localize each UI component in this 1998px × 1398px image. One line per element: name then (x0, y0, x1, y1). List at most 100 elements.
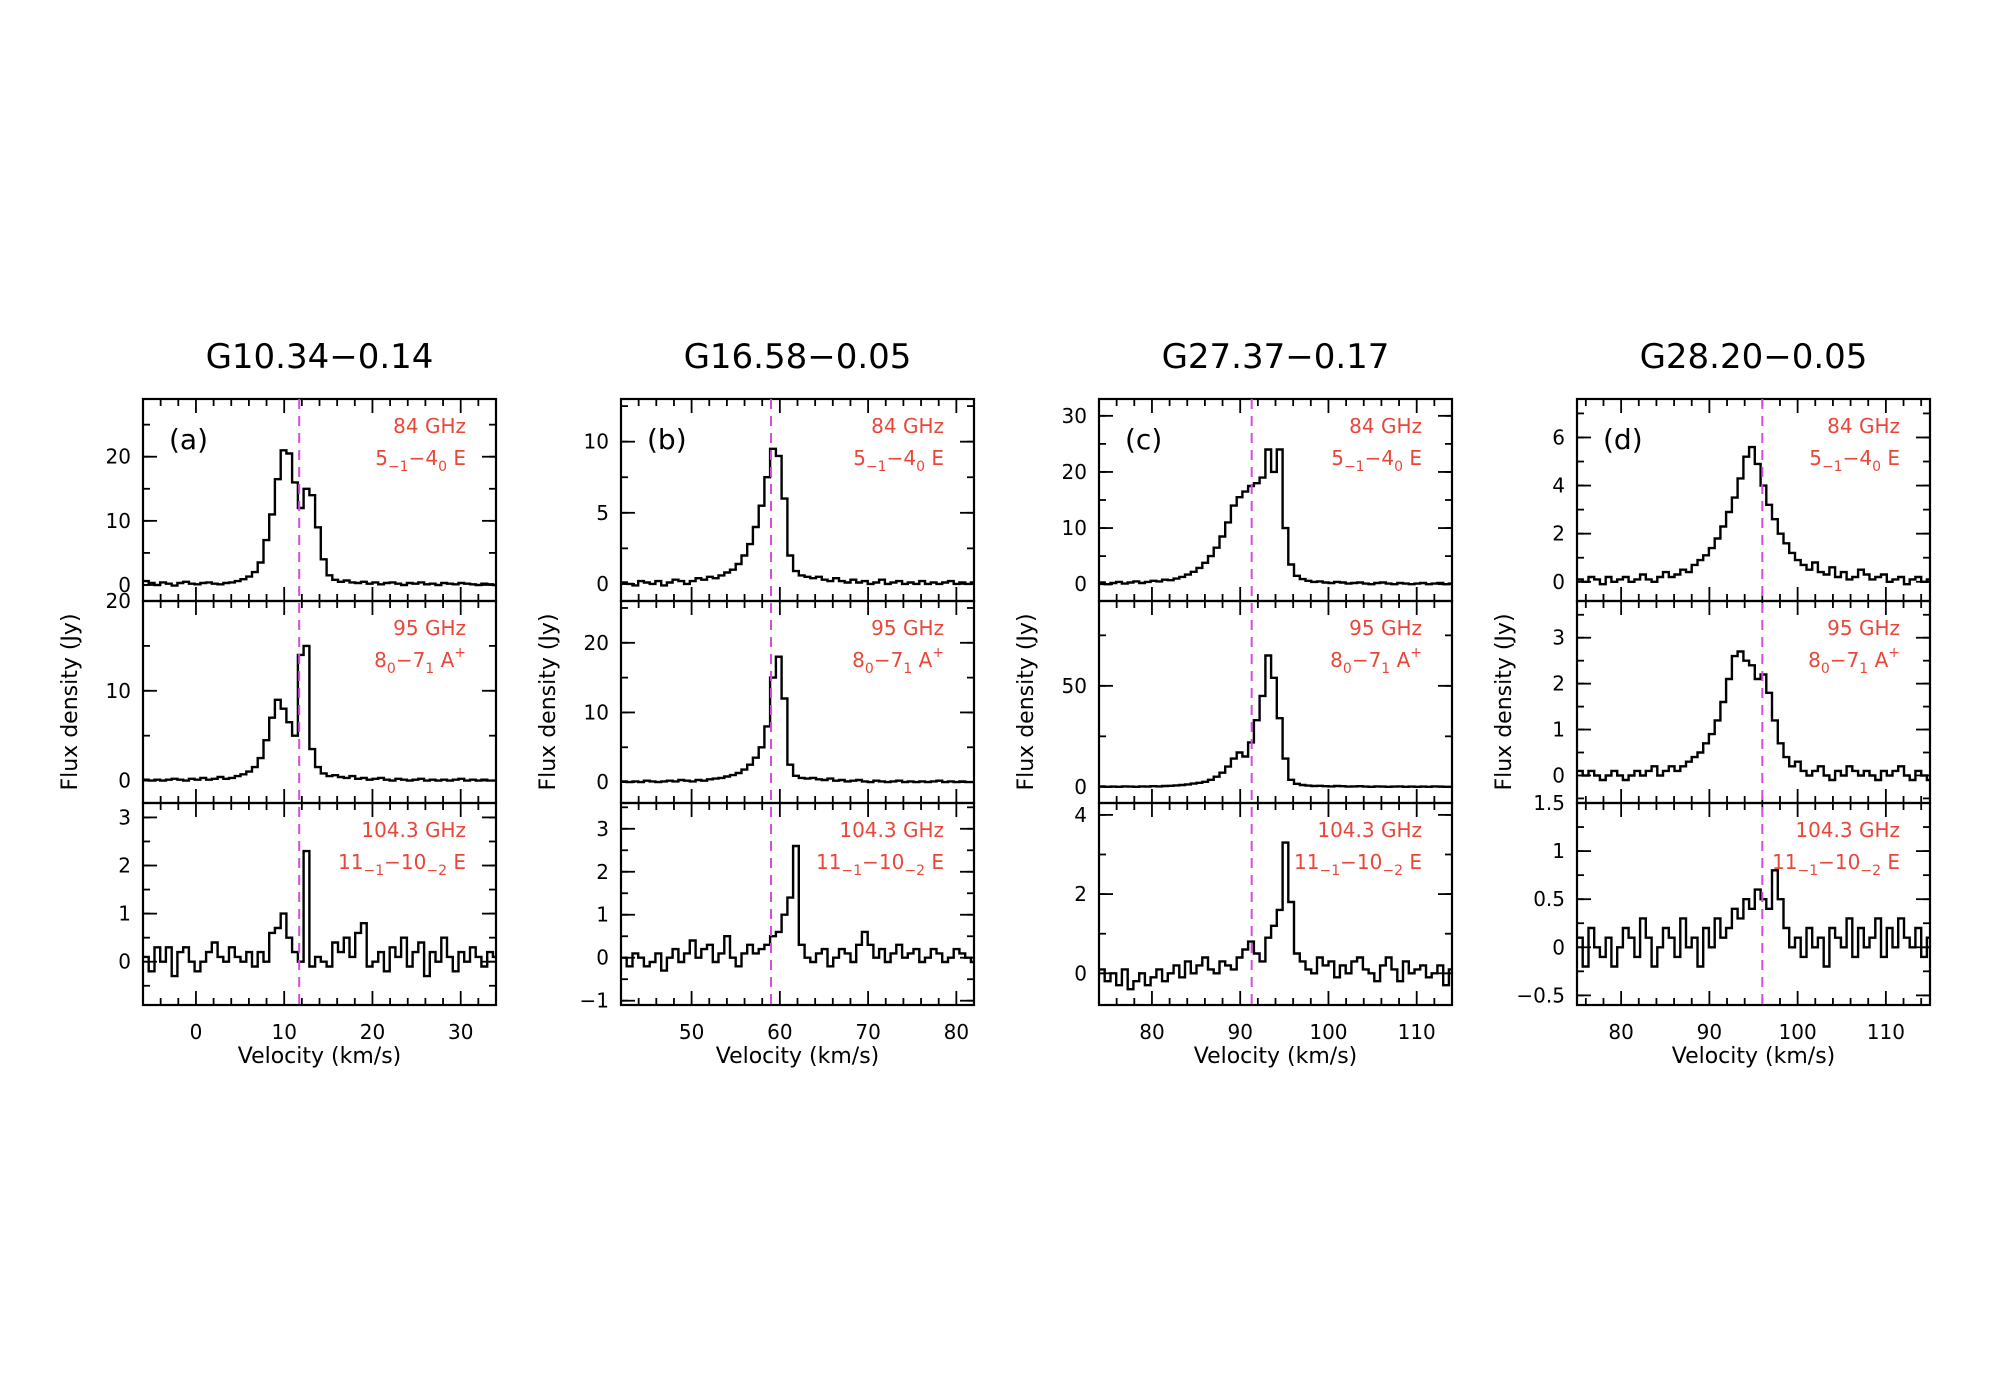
x-tick-label: 10 (271, 1020, 296, 1044)
y-tick-label: 4 (1074, 803, 1087, 827)
transition-part: 0 (1821, 661, 1830, 677)
y-tick-label: 10 (106, 679, 131, 703)
transition-part: −7 (1830, 648, 1859, 672)
y-axis-label: Flux density (Jy) (1492, 613, 1517, 790)
y-tick-label: 3 (1552, 626, 1565, 650)
spectrum-row-2: −0.5 0 0.5 1 1.5 104.3 GHz 11−1−10−2 E (1516, 791, 1932, 1007)
transition-part: A (1390, 648, 1410, 672)
y-tick-label: 2 (118, 854, 131, 878)
transition-part: E (1403, 850, 1422, 874)
y-tick-label: 1 (118, 902, 131, 926)
transition-part: 0 (387, 661, 396, 677)
frequency-label: 95 GHz (1349, 616, 1422, 640)
y-tick-label: 50 (1062, 674, 1087, 698)
transition-part: 11 (1772, 850, 1797, 874)
x-axis-label: Velocity (km/s) (1194, 1044, 1358, 1069)
spectrum-panel-d: G28.20−0.05 Flux density (Jy) Velocity (km… (1492, 337, 1932, 1069)
y-tick-label: 3 (596, 817, 609, 841)
transition-label: 5−1−40 E (375, 446, 466, 475)
transition-label: 5−1−40 E (853, 446, 944, 475)
spectrum-line (1099, 448, 1452, 586)
x-tick-label: 80 (1608, 1020, 1633, 1044)
transition-part: + (932, 645, 944, 661)
frequency-label: 104.3 GHz (1317, 818, 1422, 842)
x-axis-label: Velocity (km/s) (716, 1044, 880, 1069)
transition-part: 11 (338, 850, 363, 874)
x-tick-label: 80 (1139, 1020, 1164, 1044)
transition-part: 8 (1808, 648, 1821, 672)
transition-part: −10 (1340, 850, 1382, 874)
transition-part: 0 (1872, 459, 1881, 475)
transition-part: E (925, 850, 944, 874)
y-tick-label: 0 (1074, 572, 1087, 596)
transition-part: 0 (865, 661, 874, 677)
transition-part: 11 (1294, 850, 1319, 874)
transition-part: −2 (1382, 863, 1403, 879)
frequency-label: 84 GHz (1349, 414, 1422, 438)
y-tick-label: 0 (1552, 570, 1565, 594)
spectrum-line (1577, 869, 1930, 968)
y-tick-label: −0.5 (1516, 983, 1565, 1007)
spectrum-line (621, 655, 974, 784)
y-tick-label: 2 (1074, 882, 1087, 906)
x-tick-label: 100 (1309, 1020, 1347, 1044)
transition-part: −4 (887, 446, 916, 470)
spectrum-line (143, 644, 496, 782)
spectrum-panel-a: G10.34−0.14 Flux density (Jy) Velocity (km… (58, 337, 498, 1069)
y-tick-label: 1 (1552, 839, 1565, 863)
transition-part: 1 (1859, 661, 1868, 677)
transition-part: −1 (866, 459, 887, 475)
panel-title: G10.34−0.14 (206, 337, 434, 377)
transition-part: A (434, 648, 454, 672)
transition-part: A (912, 648, 932, 672)
transition-part: 1 (903, 661, 912, 677)
transition-part: −2 (1860, 863, 1881, 879)
transition-part: 0 (1394, 459, 1403, 475)
y-tick-label: 5 (596, 501, 609, 525)
frequency-label: 84 GHz (393, 414, 466, 438)
y-axis-label: Flux density (Jy) (1014, 613, 1039, 790)
transition-label: 5−1−40 E (1809, 446, 1900, 475)
panel-letter: (c) (1125, 423, 1162, 456)
y-axis-label: Flux density (Jy) (58, 613, 83, 790)
transition-part: + (1410, 645, 1422, 661)
spectrum-panel-b: G16.58−0.05 Flux density (Jy) Velocity (km… (536, 337, 976, 1069)
spectrum-line (143, 849, 496, 978)
transition-part: −7 (874, 648, 903, 672)
y-tick-label: 10 (106, 509, 131, 533)
y-tick-label: 20 (106, 445, 131, 469)
spectrum-line (1577, 445, 1930, 586)
y-tick-label: 20 (106, 589, 131, 613)
y-tick-label: 2 (596, 860, 609, 884)
transition-part: E (1881, 446, 1900, 470)
transition-part: 0 (1343, 661, 1352, 677)
y-tick-label: 0 (596, 572, 609, 596)
x-tick-label: 30 (448, 1020, 473, 1044)
panel-letter: (d) (1603, 423, 1643, 456)
spectrum-row-2: 0 2 4 104.3 GHz 11−1−10−2 E (1074, 801, 1454, 1007)
transition-part: 5 (1809, 446, 1822, 470)
transition-label: 80−71 A+ (1808, 645, 1900, 677)
y-tick-label: 2 (1552, 672, 1565, 696)
transition-label: 11−1−10−2 E (1294, 850, 1422, 879)
transition-part: 8 (374, 648, 387, 672)
transition-part: E (925, 446, 944, 470)
y-tick-label: 1.5 (1533, 791, 1565, 815)
frequency-label: 104.3 GHz (1795, 818, 1900, 842)
transition-label: 80−71 A+ (374, 645, 466, 677)
y-tick-label: 4 (1552, 474, 1565, 498)
x-tick-label: 0 (190, 1020, 203, 1044)
transition-part: 5 (375, 446, 388, 470)
transition-part: −1 (1798, 863, 1819, 879)
transition-part: −1 (388, 459, 409, 475)
spectrum-line (1577, 650, 1930, 782)
frequency-label: 95 GHz (393, 616, 466, 640)
transition-part: −7 (1352, 648, 1381, 672)
transition-part: −10 (384, 850, 426, 874)
spectrum-panel-c: G27.37−0.17 Flux density (Jy) Velocity (km… (1014, 337, 1454, 1069)
transition-part: −4 (1365, 446, 1394, 470)
y-tick-label: 1 (596, 903, 609, 927)
